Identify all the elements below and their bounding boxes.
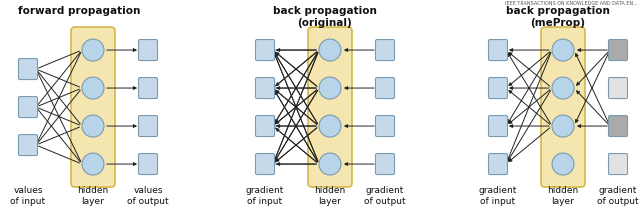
Circle shape: [552, 77, 574, 99]
FancyBboxPatch shape: [488, 78, 508, 99]
FancyBboxPatch shape: [609, 39, 627, 60]
Text: of output: of output: [127, 197, 169, 206]
FancyBboxPatch shape: [308, 27, 352, 187]
Text: hidden: hidden: [314, 186, 346, 195]
Circle shape: [552, 153, 574, 175]
FancyBboxPatch shape: [376, 154, 394, 175]
FancyBboxPatch shape: [541, 27, 585, 187]
Circle shape: [82, 39, 104, 61]
Text: layer: layer: [552, 197, 575, 206]
Circle shape: [82, 153, 104, 175]
Text: of input: of input: [248, 197, 283, 206]
Circle shape: [319, 39, 341, 61]
Text: of output: of output: [364, 197, 406, 206]
FancyBboxPatch shape: [488, 154, 508, 175]
Text: of input: of input: [10, 197, 45, 206]
Circle shape: [552, 115, 574, 137]
Text: layer: layer: [319, 197, 341, 206]
Text: gradient: gradient: [479, 186, 517, 195]
Text: gradient: gradient: [366, 186, 404, 195]
FancyBboxPatch shape: [609, 78, 627, 99]
FancyBboxPatch shape: [19, 59, 38, 80]
Text: values: values: [13, 186, 43, 195]
Text: gradient: gradient: [599, 186, 637, 195]
Text: layer: layer: [81, 197, 104, 206]
FancyBboxPatch shape: [19, 97, 38, 118]
Circle shape: [319, 77, 341, 99]
Text: gradient: gradient: [246, 186, 284, 195]
FancyBboxPatch shape: [138, 78, 157, 99]
Text: of output: of output: [597, 197, 639, 206]
FancyBboxPatch shape: [488, 116, 508, 136]
FancyBboxPatch shape: [255, 154, 275, 175]
FancyBboxPatch shape: [71, 27, 115, 187]
FancyBboxPatch shape: [488, 39, 508, 60]
FancyBboxPatch shape: [255, 116, 275, 136]
FancyBboxPatch shape: [19, 134, 38, 155]
FancyBboxPatch shape: [255, 39, 275, 60]
FancyBboxPatch shape: [138, 39, 157, 60]
Text: back propagation
(meProp): back propagation (meProp): [506, 6, 610, 28]
FancyBboxPatch shape: [376, 78, 394, 99]
FancyBboxPatch shape: [376, 116, 394, 136]
FancyBboxPatch shape: [255, 78, 275, 99]
Circle shape: [552, 39, 574, 61]
Text: hidden: hidden: [77, 186, 109, 195]
Circle shape: [82, 77, 104, 99]
Text: IEEE TRANSACTIONS ON KNOWLEDGE AND DATA EN...: IEEE TRANSACTIONS ON KNOWLEDGE AND DATA …: [506, 1, 638, 6]
Text: hidden: hidden: [547, 186, 579, 195]
FancyBboxPatch shape: [609, 154, 627, 175]
FancyBboxPatch shape: [138, 154, 157, 175]
Circle shape: [319, 153, 341, 175]
Circle shape: [82, 115, 104, 137]
Text: back propagation
(original): back propagation (original): [273, 6, 377, 28]
Circle shape: [319, 115, 341, 137]
Text: values: values: [133, 186, 163, 195]
FancyBboxPatch shape: [376, 39, 394, 60]
Text: forward propagation: forward propagation: [18, 6, 140, 16]
Text: of input: of input: [481, 197, 516, 206]
FancyBboxPatch shape: [138, 116, 157, 136]
FancyBboxPatch shape: [609, 116, 627, 136]
